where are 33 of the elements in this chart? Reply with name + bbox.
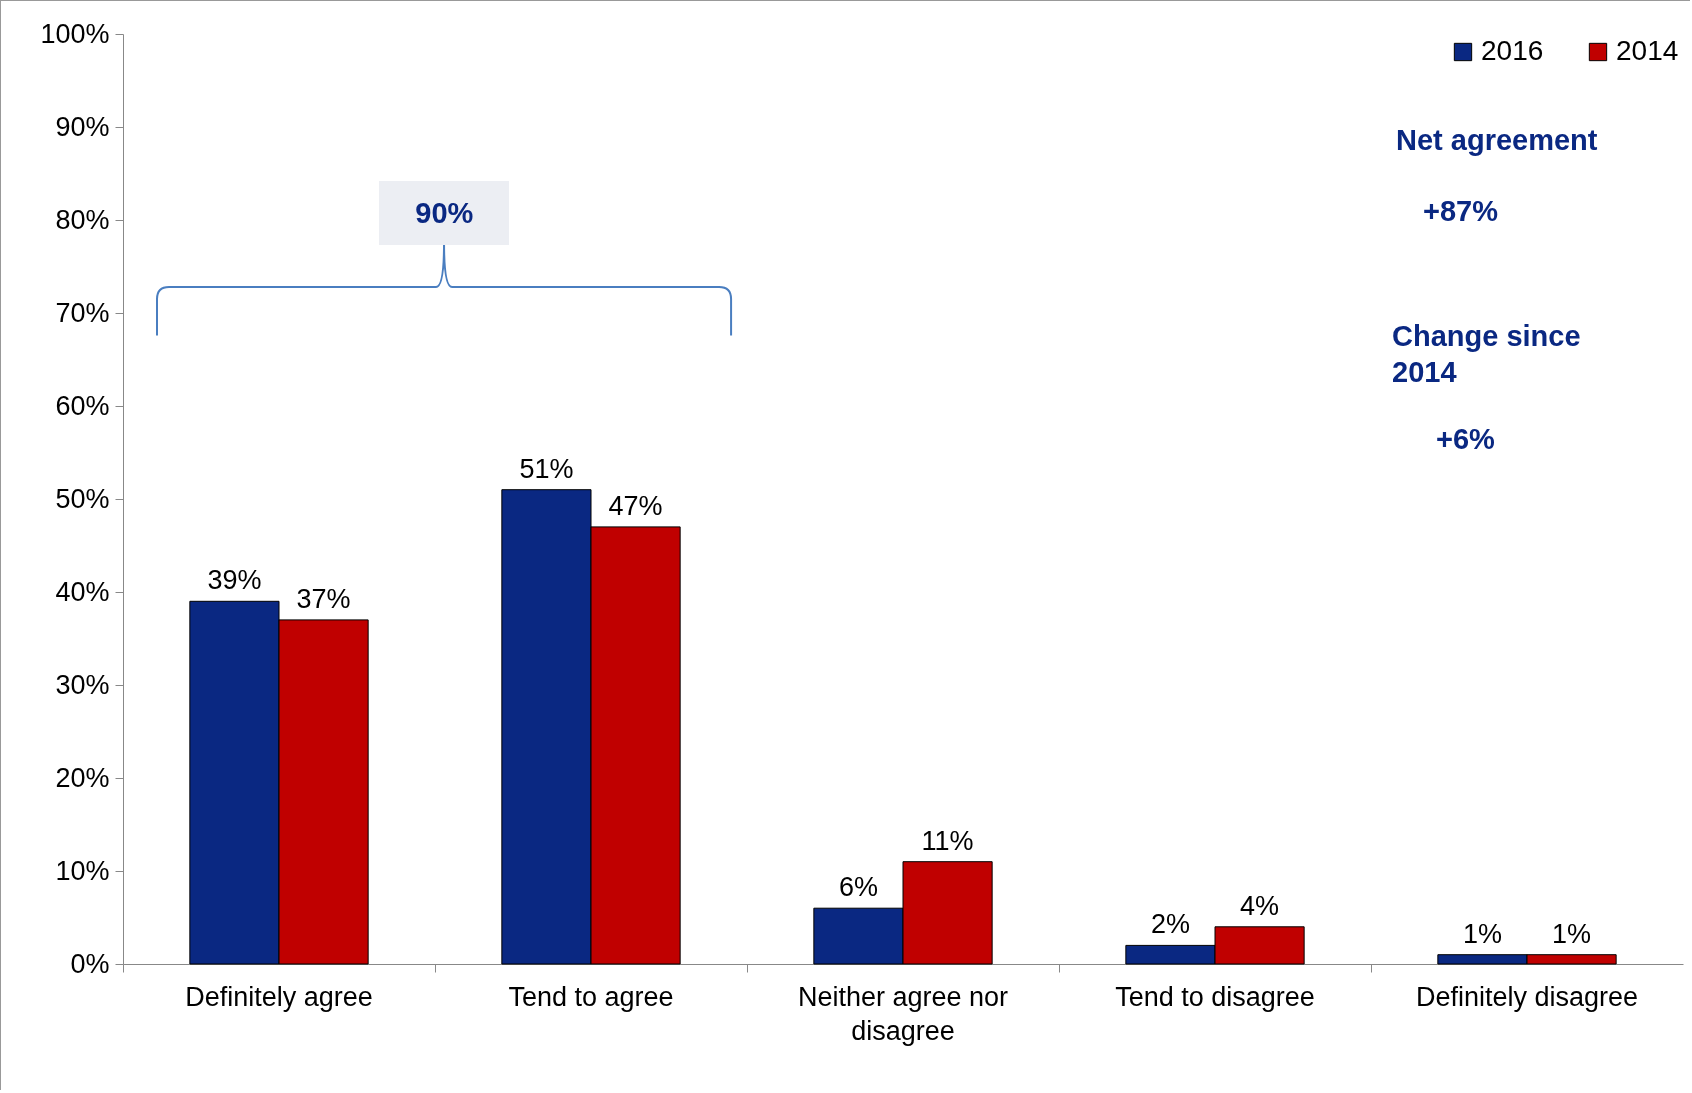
y-tick-label: 10% (55, 855, 110, 886)
y-tick-label: 80% (55, 204, 110, 235)
y-tick-label: 0% (70, 948, 110, 979)
y-tick-label: 30% (55, 669, 110, 700)
annotation: Net agreement (1396, 123, 1599, 158)
x-tick-label: Definitely agree (185, 981, 373, 1012)
x-tick-label: Tend to disagree (1115, 981, 1315, 1012)
y-tick-label: 70% (55, 297, 110, 328)
data-label: 1% (1462, 918, 1502, 949)
x-tick-label: Definitely disagree (1415, 981, 1639, 1012)
y-tick-label: 50% (55, 483, 110, 514)
x-tick-label: Tend to agree (508, 981, 674, 1012)
data-label: 6% (838, 872, 878, 903)
data-label: 2% (1150, 909, 1190, 940)
data-label: 39% (207, 565, 262, 596)
y-tick-label: 100% (40, 18, 110, 49)
x-tick-label: Neither agree nor disagree (797, 981, 1009, 1046)
data-label: 51% (519, 453, 574, 484)
data-label: 4% (1240, 890, 1280, 921)
annotation: +6% (1436, 421, 1496, 457)
annotation: +87% (1423, 193, 1499, 229)
data-label: 37% (296, 583, 351, 614)
y-tick-label: 90% (55, 111, 110, 142)
annotation: Change since 2014 (1392, 319, 1582, 391)
data-label: 11% (921, 825, 974, 856)
y-tick-label: 20% (55, 762, 110, 793)
data-label: 1% (1552, 918, 1592, 949)
legend-label: 2014 (1616, 35, 1679, 66)
y-tick-label: 60% (55, 390, 110, 421)
annotation: 90% (379, 180, 510, 245)
y-tick-label: 40% (55, 576, 110, 607)
data-label: 47% (608, 490, 663, 521)
legend-label: 2016 (1481, 35, 1544, 66)
